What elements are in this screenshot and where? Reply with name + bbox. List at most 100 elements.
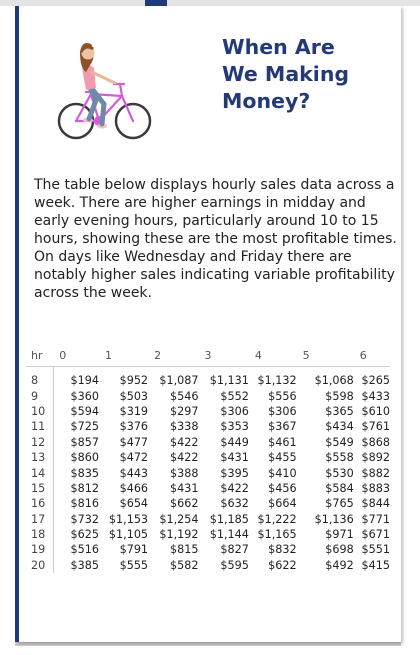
sales-cell: $594 [70, 404, 99, 418]
row-hour-cell: 19 [26, 542, 54, 558]
table-header-row: hr 0 1 2 3 4 5 6 [26, 344, 390, 367]
sales-cell: $319 [119, 404, 149, 418]
table-row: 20 $385 $555 $582 $595 $622 $492 $415 [26, 557, 390, 574]
sales-cell: $598 [325, 389, 354, 403]
sales-cell: $297 [170, 404, 199, 418]
sales-cell: $422 [170, 451, 199, 465]
sales-cell: $632 [220, 497, 249, 511]
sales-cell: $1,068 [314, 374, 354, 388]
row-hour-cell: 11 [26, 419, 54, 435]
sales-cell: $558 [325, 451, 354, 465]
sales-cell: $546 [170, 389, 199, 403]
sales-cell: $461 [268, 435, 297, 449]
sales-cell: $654 [119, 497, 149, 511]
row-hour-cell: 20 [26, 557, 54, 574]
sales-cell: $434 [325, 420, 354, 434]
table-row: 10 $594 $319 $297 $306 $306 $365 $610 [26, 403, 390, 420]
sales-cell: $1,192 [159, 528, 199, 542]
sales-cell: $395 [220, 466, 249, 480]
sales-cell: $732 [70, 512, 99, 526]
sales-cell: $1,153 [108, 512, 149, 526]
sales-cell: $725 [70, 420, 99, 434]
card-shadow-bottom [15, 642, 401, 646]
table-row: 16 $816 $654 $662 $632 $664 $765 $844 [26, 496, 390, 512]
sales-cell: $388 [170, 466, 199, 480]
sales-cell: $466 [119, 481, 149, 495]
description-text: The table below displays hourly sales da… [34, 176, 397, 302]
sales-cell: $306 [268, 404, 297, 418]
sales-cell: $477 [119, 435, 149, 449]
table-body: 8 $194 $952 $1,087 $1,131 $1,132 $1,068 $265 9 $3… [26, 366, 390, 574]
sales-cell: $1,136 [314, 512, 354, 526]
sales-cell: $1,132 [257, 374, 297, 388]
table-row: 13 $860 $472 $422 $431 $455 $558 $892 [26, 449, 390, 466]
table-row: 9 $360 $503 $546 $552 $556 $598 $433 [26, 388, 390, 404]
sales-cell: $455 [268, 451, 297, 465]
table-row: 19 $516 $791 $815 $827 $832 $698 $551 [26, 542, 390, 558]
sales-cell: $443 [119, 466, 149, 480]
title-line-3: Money? [222, 89, 311, 113]
sales-cell: $584 [325, 481, 354, 495]
sales-cell: $882 [361, 466, 390, 480]
sales-cell: $492 [325, 558, 354, 572]
title-line-1: When Are [222, 35, 335, 59]
sales-cell: $698 [325, 543, 354, 557]
top-bar-tab-indicator [145, 0, 167, 6]
sales-cell: $367 [268, 420, 297, 434]
sales-cell: $844 [361, 497, 390, 511]
description-line: notably higher sales indicating variable… [34, 267, 395, 283]
sales-cell: $422 [170, 435, 199, 449]
sales-cell: $1,185 [209, 512, 249, 526]
table-row: 8 $194 $952 $1,087 $1,131 $1,132 $1,068 $265 [26, 366, 390, 389]
sales-cell: $1,222 [257, 512, 297, 526]
sales-cell: $582 [170, 558, 199, 572]
sales-cell: $194 [70, 374, 99, 388]
row-hour-cell: 13 [26, 449, 54, 466]
page-title: When Are We Making Money? [222, 34, 382, 115]
sales-cell: $827 [220, 543, 249, 557]
sales-cell: $771 [361, 512, 390, 526]
sales-cell: $857 [70, 435, 99, 449]
table-row: 11 $725 $376 $338 $353 $367 $434 $761 [26, 419, 390, 435]
sales-cell: $815 [170, 543, 199, 557]
sales-cell: $1,254 [159, 512, 199, 526]
description-line: across the week. [34, 285, 152, 301]
column-header-day-3: 3 [204, 348, 212, 362]
sales-cell: $422 [220, 481, 249, 495]
sales-cell: $835 [70, 466, 99, 480]
row-hour-cell: 8 [26, 366, 54, 389]
sales-cell: $1,087 [159, 374, 199, 388]
sales-cell: $376 [119, 420, 149, 434]
description-line: early evening hours, particularly around… [34, 213, 379, 229]
sales-cell: $868 [361, 435, 390, 449]
table-row: 15 $812 $466 $431 $422 $456 $584 $883 [26, 480, 390, 497]
sales-cell: $338 [170, 420, 199, 434]
sales-cell: $1,144 [209, 528, 249, 542]
sales-cell: $832 [268, 543, 297, 557]
sales-cell: $892 [361, 451, 390, 465]
sales-cell: $472 [119, 451, 149, 465]
sales-cell: $456 [268, 481, 297, 495]
sales-cell: $812 [70, 481, 99, 495]
row-hour-cell: 15 [26, 480, 54, 497]
row-hour-cell: 17 [26, 511, 54, 527]
sales-cell: $765 [325, 497, 354, 511]
sales-cell: $816 [70, 497, 99, 511]
sales-cell: $516 [70, 543, 99, 557]
row-hour-cell: 14 [26, 465, 54, 481]
sales-cell: $549 [325, 435, 354, 449]
sales-cell: $306 [220, 404, 249, 418]
description-line: On days like Wednesday and Friday there … [34, 249, 352, 265]
hourly-sales-table: hr 0 1 2 3 4 5 6 8 $194 $952 $1,087 $1,131 $1… [26, 344, 390, 574]
column-header-day-5: 5 [302, 348, 310, 362]
sales-cell: $791 [119, 543, 149, 557]
sales-cell: $551 [361, 543, 390, 557]
sales-cell: $265 [361, 374, 390, 388]
sales-cell: $610 [361, 404, 390, 418]
column-header-day-0: 0 [59, 348, 67, 362]
description-line: The table below displays hourly sales da… [34, 177, 395, 193]
sales-cell: $552 [220, 389, 249, 403]
row-hour-cell: 18 [26, 526, 54, 543]
sales-cell: $415 [361, 558, 390, 572]
hourly-sales-table-container: hr 0 1 2 3 4 5 6 8 $194 $952 $1,087 $1,131 $1… [26, 344, 390, 574]
